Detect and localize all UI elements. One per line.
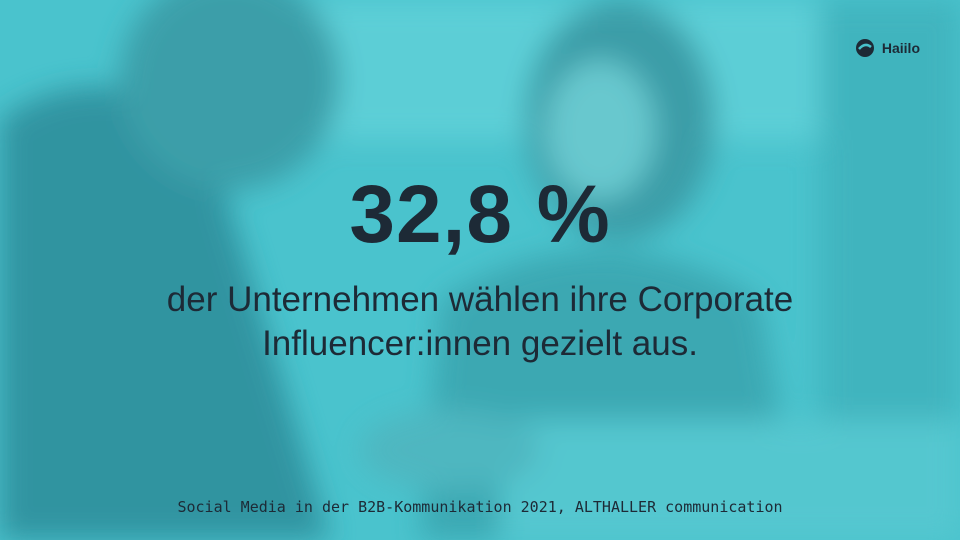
statistic-value: 32,8 % [349,169,611,260]
source: Social Media in der B2B-Kommunikation 20… [177,498,783,516]
statistic-description: der Unternehmen wählen ihre Corporate In… [0,278,960,366]
logo-text: Haiilo [881,40,920,56]
description-line: der Unternehmen wählen ihre Corporate [166,280,794,319]
logo: Haiilo [855,38,920,58]
logo-icon [855,39,874,57]
description-line: Influencer:innen gezielt aus. [262,324,698,363]
